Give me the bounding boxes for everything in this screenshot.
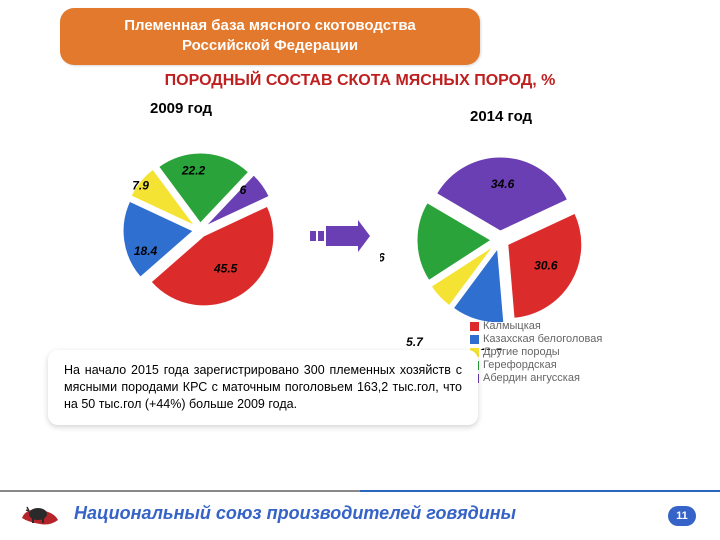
footer-divider [0, 490, 720, 492]
header-line1: Племенная база мясного скотоводства [80, 16, 460, 36]
year-2009-label: 2009 год [150, 100, 212, 117]
legend-item: Герефордская [470, 359, 602, 371]
year-2014-label: 2014 год [470, 108, 532, 125]
legend-label: Другие породы [483, 346, 560, 358]
header-line2: Российской Федерации [80, 36, 460, 56]
legend-swatch-icon [470, 322, 479, 331]
slice-label: 7.9 [132, 179, 149, 193]
subtitle: ПОРОДНЫЙ СОСТАВ СКОТА МЯСНЫХ ПОРОД, % [0, 72, 720, 90]
footer: Национальный союз производителей говядин… [0, 496, 720, 530]
legend-label: Абердин ангусская [483, 372, 580, 384]
legend-item: Казахская белоголовая [470, 333, 602, 345]
pie-2014: 30.611.55.717.634.6 [380, 140, 610, 350]
slice-label: 17.6 [380, 250, 385, 264]
legend-label: Герефордская [483, 359, 557, 371]
legend-item: Абердин ангусская [470, 372, 602, 384]
slice-label: 6 [240, 183, 247, 197]
footer-text: Национальный союз производителей говядин… [74, 503, 516, 524]
note-text: На начало 2015 года зарегистрировано 300… [64, 363, 462, 411]
legend-label: Казахская белоголовая [483, 333, 602, 345]
slice-label: 18.4 [134, 244, 158, 258]
header-box: Племенная база мясного скотоводства Росс… [60, 8, 480, 65]
legend-swatch-icon [470, 335, 479, 344]
slice-label: 5.7 [406, 335, 424, 349]
footer-logo-icon [20, 498, 60, 528]
page-number: 11 [676, 510, 688, 522]
legend-item: Другие породы [470, 346, 602, 358]
slice-label: 45.5 [213, 262, 238, 276]
pie-2009: 45.5 18.4 7.9 22.2 6 [80, 130, 300, 330]
transition-arrow-icon [310, 220, 370, 252]
slice-label: 34.6 [491, 177, 515, 191]
note-box: На начало 2015 года зарегистрировано 300… [48, 350, 478, 425]
legend-item: Калмыцкая [470, 320, 602, 332]
page-number-badge: 11 [668, 506, 696, 526]
legend: КалмыцкаяКазахская белоголоваяДругие пор… [470, 320, 602, 385]
slice-label: 22.2 [181, 163, 206, 177]
slice-label: 30.6 [534, 259, 558, 273]
legend-label: Калмыцкая [483, 320, 541, 332]
